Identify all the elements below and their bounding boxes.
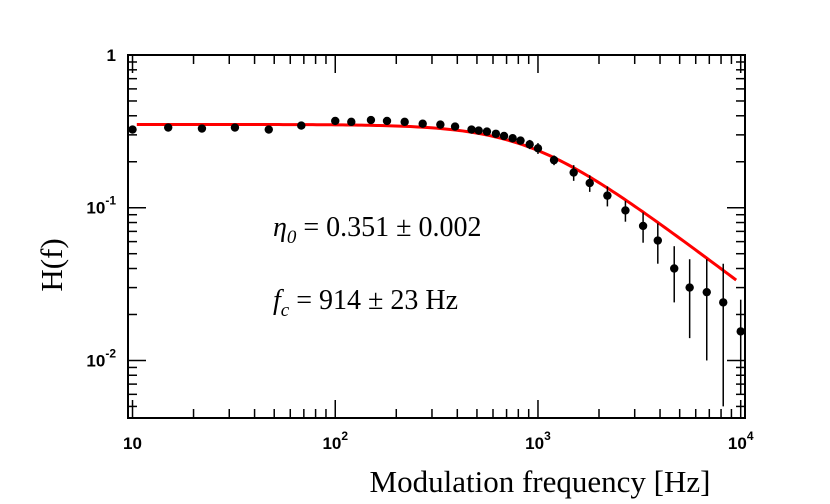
- fc-value: = 914 ± 23 Hz: [289, 285, 458, 316]
- data-point: [347, 117, 356, 127]
- data-point: [569, 168, 578, 177]
- x-tick-base: 10: [728, 434, 747, 453]
- data-point: [450, 122, 460, 131]
- x-tick-label: 103: [525, 429, 551, 453]
- data-point: [638, 221, 648, 231]
- data-point: [482, 127, 492, 136]
- data-point: [670, 264, 679, 273]
- data-point: [491, 129, 501, 138]
- x-tick-base: 10: [123, 434, 142, 453]
- data-point: [508, 134, 517, 143]
- data-point: [719, 298, 728, 307]
- eta-value: = 0.351 ± 0.002: [296, 212, 481, 243]
- x-tick-label: 102: [322, 429, 348, 453]
- x-tick-label: 104: [728, 429, 754, 453]
- fc-subscript: c: [281, 300, 290, 321]
- annotation-fc: fc = 914 ± 23 Hz: [273, 285, 458, 321]
- fc-symbol: f: [273, 285, 284, 316]
- x-tick-base: 10: [525, 434, 544, 453]
- data-point: [525, 140, 534, 149]
- points-layer: [128, 115, 745, 407]
- data-point: [702, 287, 711, 297]
- data-point: [128, 125, 137, 134]
- data-point: [164, 123, 173, 132]
- y-tick-label: 10-2: [86, 346, 116, 370]
- data-point: [436, 120, 445, 129]
- data-point: [585, 178, 594, 188]
- fit-curve: [136, 122, 738, 282]
- y-tick-base: 10: [86, 199, 105, 218]
- x-tick-base: 10: [322, 434, 341, 453]
- y-axis-label-text: H(f): [34, 238, 69, 291]
- y-tick-exponent: -2: [105, 346, 116, 360]
- x-tick-exponent: 4: [747, 429, 754, 443]
- data-point: [418, 119, 427, 128]
- eta-symbol: η: [273, 212, 287, 243]
- data-point: [516, 136, 525, 145]
- y-tick-exponent: -1: [105, 194, 116, 208]
- data-point: [549, 155, 559, 165]
- eta-subscript: 0: [287, 227, 297, 248]
- y-tick-base: 10: [86, 351, 105, 370]
- x-tick-label: 10: [123, 434, 142, 453]
- x-axis-label: Modulation frequency [Hz]: [370, 464, 711, 499]
- fit-layer: [136, 122, 738, 282]
- data-point: [297, 121, 306, 130]
- data-point: [197, 124, 207, 133]
- y-axis-label: H(f): [34, 238, 69, 291]
- data-point: [230, 123, 240, 132]
- data-point: [499, 131, 509, 141]
- data-point: [653, 236, 663, 245]
- x-tick-exponent: 2: [341, 429, 348, 443]
- data-point: [400, 117, 409, 127]
- y-tick-label: 1: [107, 46, 116, 65]
- data-point: [685, 283, 694, 292]
- data-point: [603, 191, 612, 200]
- plot-frame: [127, 54, 746, 419]
- data-point: [366, 115, 376, 125]
- y-tick-base: 1: [107, 46, 116, 65]
- data-point: [264, 125, 273, 134]
- data-point: [467, 125, 476, 134]
- annotation-eta: η0 = 0.351 ± 0.002: [273, 212, 482, 248]
- y-tick-label: 10-1: [86, 194, 116, 218]
- data-point: [474, 126, 483, 135]
- data-point: [331, 116, 340, 126]
- x-tick-exponent: 3: [544, 429, 551, 443]
- data-point: [382, 116, 392, 126]
- data-point: [533, 144, 543, 153]
- data-point: [621, 206, 630, 215]
- data-point: [736, 327, 745, 336]
